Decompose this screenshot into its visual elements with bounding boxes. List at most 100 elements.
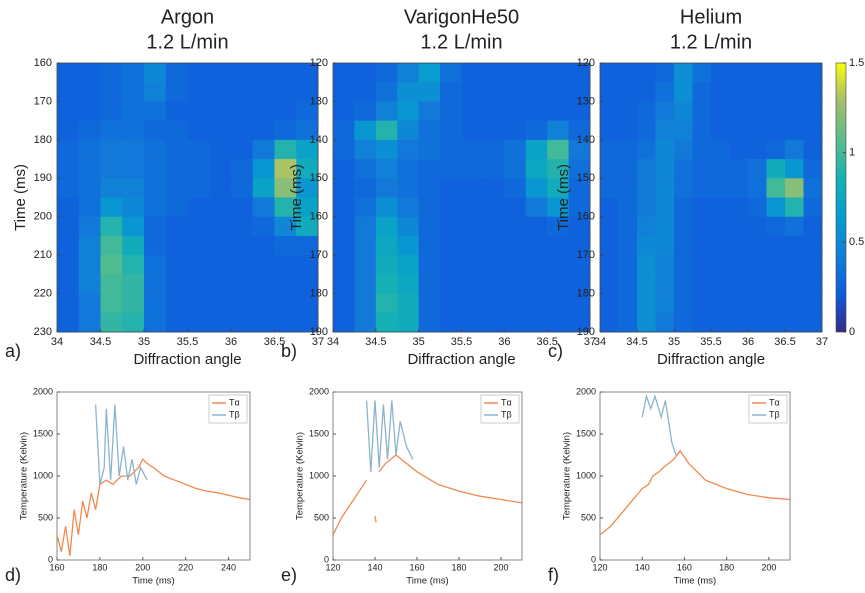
heat-cell — [209, 235, 232, 256]
y-tick-label: 150 — [577, 172, 595, 184]
heat-cell — [418, 312, 441, 333]
heat-cell — [504, 63, 527, 83]
heat-cell — [57, 255, 80, 275]
heat-cell — [57, 197, 80, 218]
heat-cell — [57, 293, 80, 314]
heat-cell — [100, 63, 123, 83]
heat-cell — [57, 235, 80, 256]
heat-cell — [187, 216, 210, 237]
heat-cell — [674, 197, 693, 218]
heat-cell — [711, 63, 730, 83]
heat-cell — [231, 255, 254, 275]
heat-cell — [692, 312, 712, 333]
heat-cell — [57, 178, 80, 198]
heat-cell — [525, 120, 548, 141]
heat-cell — [165, 159, 188, 179]
heat-cell — [165, 235, 188, 256]
heat-cell — [252, 274, 275, 294]
heat-cell — [375, 120, 398, 141]
legend-label: Tβ — [501, 409, 512, 419]
panel-label: c) — [548, 341, 563, 361]
heat-cell — [354, 255, 377, 275]
heat-cell — [547, 101, 569, 122]
heat-cell — [296, 139, 319, 160]
heat-cell — [525, 312, 548, 333]
heat-cell — [504, 293, 527, 314]
heat-cell — [231, 216, 254, 237]
heat-cell — [568, 293, 591, 314]
heat-cell — [165, 312, 188, 333]
heat-cell — [482, 197, 505, 218]
heat-cell — [100, 312, 123, 333]
heat-cell — [525, 101, 548, 122]
x-tick-label: 220 — [178, 562, 193, 572]
heat-cell — [568, 82, 591, 102]
y-tick-label: 220 — [34, 287, 52, 299]
heat-cell — [674, 82, 693, 102]
heat-cell — [440, 178, 462, 198]
heat-cell — [803, 159, 823, 179]
heat-cell — [803, 178, 823, 198]
heat-cell — [803, 312, 823, 333]
heat-cell — [748, 235, 767, 256]
y-tick-label: 0 — [324, 554, 329, 564]
y-tick-label: 160 — [577, 211, 595, 223]
heat-cell — [637, 101, 656, 122]
x-axis-label: Diffraction angle — [133, 351, 241, 368]
heat-cell — [766, 178, 786, 198]
heat-cell — [568, 197, 591, 218]
heat-cell — [525, 82, 548, 102]
heat-cell — [187, 120, 210, 141]
heat-cell — [165, 63, 188, 83]
heat-cell — [600, 197, 619, 218]
heat-cell — [122, 63, 145, 83]
heat-cell — [674, 139, 693, 160]
heat-cell — [568, 120, 591, 141]
heat-cell — [655, 312, 675, 333]
heat-cell — [785, 159, 804, 179]
heat-cell — [122, 312, 145, 333]
heat-cell — [252, 235, 275, 256]
series-line — [56, 458, 251, 556]
heat-cell — [418, 82, 441, 102]
heat-cell — [547, 139, 569, 160]
heat-cell — [618, 120, 638, 141]
heat-cell — [209, 293, 232, 314]
heat-cell — [165, 139, 188, 160]
heat-cell — [655, 82, 675, 102]
heat-cell — [274, 82, 297, 102]
heat-cell — [375, 63, 398, 83]
heat-cell — [274, 120, 297, 141]
heat-cell — [100, 178, 123, 198]
heat-cell — [525, 197, 548, 218]
x-tick-label: 34.5 — [365, 336, 386, 348]
heat-cell — [461, 120, 484, 141]
legend-label: Tβ — [229, 409, 240, 419]
heat-cell — [296, 312, 319, 333]
heat-cell — [274, 178, 297, 198]
heat-cell — [482, 255, 505, 275]
heat-cell — [803, 101, 823, 122]
heat-cell — [547, 159, 569, 179]
heat-cell — [375, 101, 398, 122]
heat-cell — [231, 178, 254, 198]
heat-cell — [397, 216, 420, 237]
heat-cell — [785, 101, 804, 122]
y-tick-label: 170 — [310, 249, 328, 261]
heat-cell — [618, 139, 638, 160]
heat-cell — [482, 216, 505, 237]
x-tick-label: 35.5 — [451, 336, 472, 348]
heat-cell — [766, 63, 786, 83]
x-tick-label: 36 — [225, 336, 237, 348]
heat-cell — [333, 293, 355, 314]
heat-cell — [600, 235, 619, 256]
heat-cell — [252, 139, 275, 160]
heat-cell — [354, 235, 377, 256]
y-axis-label: Time (ms) — [12, 164, 29, 231]
heat-cell — [397, 120, 420, 141]
heat-cell — [100, 197, 123, 218]
chart-title: VarigonHe50 — [404, 6, 519, 28]
heat-cell — [674, 235, 693, 256]
y-tick-label: 170 — [34, 95, 52, 107]
heat-cell — [674, 216, 693, 237]
